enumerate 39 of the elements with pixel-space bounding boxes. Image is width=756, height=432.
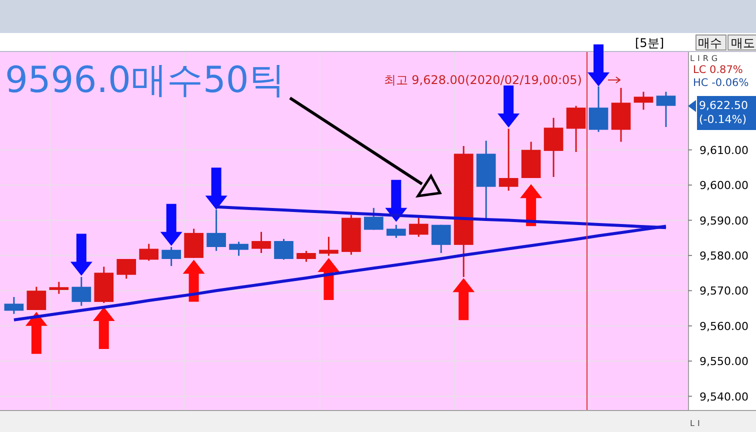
candlestick (72, 276, 92, 307)
y-tick-label: 9,540.00 (700, 390, 748, 404)
candlestick (26, 286, 46, 311)
text: 매수 (698, 36, 722, 50)
text: 매도 (731, 36, 755, 50)
text: [5분] (635, 36, 664, 50)
candlestick (566, 105, 586, 153)
text: LC 0.87% (693, 64, 743, 76)
candlestick (139, 243, 159, 262)
y-tick-label: 9,600.00 (700, 179, 748, 192)
candlestick (296, 250, 316, 263)
y-tick-label: 9,580.00 (700, 249, 748, 262)
candlestick (498, 128, 518, 192)
candlestick (364, 207, 384, 231)
candlestick (116, 258, 136, 280)
annotation: 최고 9,628.00(2020/02/19,00:05) (384, 73, 582, 87)
candlestick (634, 91, 654, 110)
candlestick (49, 281, 69, 295)
candlestick (162, 246, 181, 267)
y-tick-label: 9,550.00 (700, 355, 748, 368)
y-tick-label: 9,610.00 (700, 144, 748, 157)
y-tick-label: 9,570.00 (700, 284, 748, 298)
text: LIRG (690, 54, 721, 63)
candlestick (4, 296, 24, 315)
text: LI (690, 419, 703, 428)
candlestick (408, 217, 428, 238)
y-tick-label: 9,560.00 (700, 320, 748, 333)
candlestick (252, 231, 271, 254)
candlestick (274, 238, 294, 260)
candlestick (319, 236, 338, 257)
candlestick (544, 117, 564, 178)
text: HC -0.06% (693, 77, 749, 89)
y-tick-label: 9,590.00 (700, 214, 748, 228)
candlestick (431, 224, 451, 254)
text: 9,622.50 (-0.14%) (699, 99, 748, 126)
candlestick (386, 224, 406, 239)
chart-title: 9596.0매수50틱 (5, 60, 285, 101)
candlestick (229, 240, 248, 257)
candlestick (656, 91, 676, 128)
